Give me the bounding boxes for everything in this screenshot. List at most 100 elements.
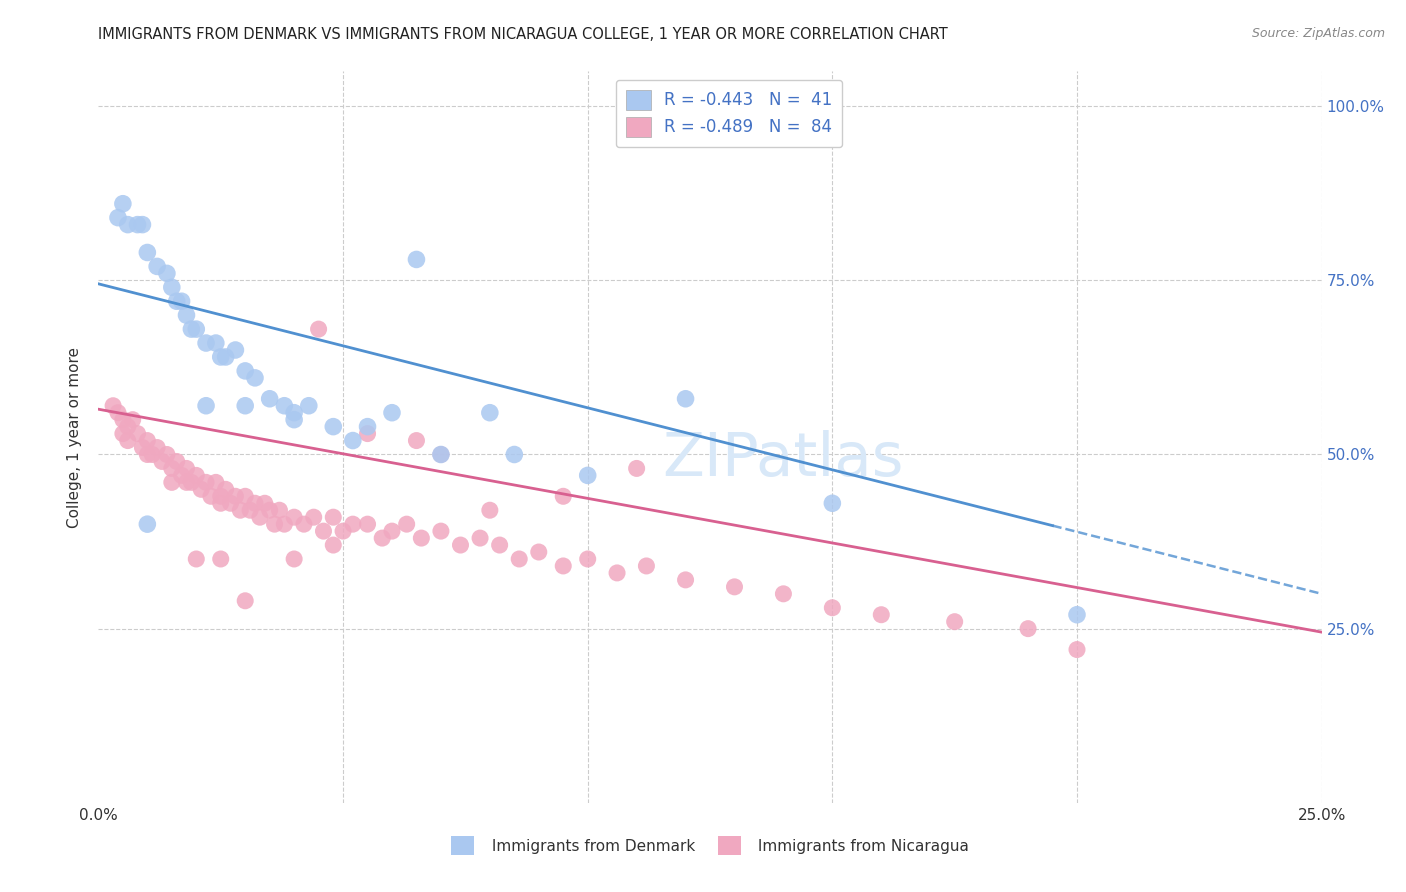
Point: [870, 607, 893, 622]
Point: [292, 517, 315, 532]
Point: [356, 426, 378, 441]
Point: [170, 294, 193, 309]
Point: [943, 615, 966, 629]
Point: [229, 503, 252, 517]
Point: [146, 260, 169, 274]
Point: [186, 468, 208, 483]
Point: [675, 392, 697, 406]
Point: [186, 552, 208, 566]
Point: [195, 475, 218, 490]
Point: [468, 531, 491, 545]
Point: [356, 419, 378, 434]
Point: [259, 503, 281, 517]
Point: [209, 552, 232, 566]
Point: [1017, 622, 1039, 636]
Point: [131, 441, 153, 455]
Point: [166, 454, 188, 468]
Point: [253, 496, 276, 510]
Point: [160, 475, 183, 490]
Point: [141, 448, 163, 462]
Point: [576, 468, 599, 483]
Point: [136, 245, 159, 260]
Text: Source: ZipAtlas.com: Source: ZipAtlas.com: [1251, 27, 1385, 40]
Point: [503, 448, 526, 462]
Point: [224, 489, 246, 503]
Point: [156, 448, 179, 462]
Point: [214, 350, 236, 364]
Point: [371, 531, 394, 545]
Point: [209, 496, 232, 510]
Point: [259, 392, 281, 406]
Point: [273, 399, 295, 413]
Point: [249, 510, 271, 524]
Point: [127, 218, 149, 232]
Point: [283, 510, 305, 524]
Text: ZIPatlas: ZIPatlas: [662, 430, 904, 489]
Point: [224, 343, 246, 357]
Point: [302, 510, 325, 524]
Point: [176, 461, 198, 475]
Point: [606, 566, 628, 580]
Point: [772, 587, 794, 601]
Point: [156, 266, 179, 280]
Point: [243, 496, 266, 510]
Point: [111, 426, 134, 441]
Point: [111, 196, 134, 211]
Point: [381, 406, 404, 420]
Point: [117, 419, 139, 434]
Point: [127, 426, 149, 441]
Point: [195, 336, 218, 351]
Point: [356, 517, 378, 532]
Point: [821, 600, 844, 615]
Point: [205, 475, 228, 490]
Point: [233, 364, 256, 378]
Point: [342, 517, 364, 532]
Point: [478, 503, 501, 517]
Point: [200, 489, 222, 503]
Point: [553, 558, 575, 573]
Legend:  Immigrants from Denmark,  Immigrants from Nicaragua: Immigrants from Denmark, Immigrants from…: [446, 830, 974, 861]
Point: [269, 503, 291, 517]
Point: [478, 406, 501, 420]
Point: [273, 517, 295, 532]
Point: [283, 552, 305, 566]
Point: [553, 489, 575, 503]
Point: [146, 441, 169, 455]
Point: [675, 573, 697, 587]
Point: [322, 419, 344, 434]
Point: [298, 399, 321, 413]
Point: [186, 322, 208, 336]
Point: [150, 454, 173, 468]
Point: [322, 538, 344, 552]
Point: [488, 538, 510, 552]
Point: [101, 399, 124, 413]
Point: [117, 434, 139, 448]
Point: [239, 503, 262, 517]
Point: [576, 552, 599, 566]
Point: [170, 468, 193, 483]
Point: [283, 412, 305, 426]
Point: [405, 252, 427, 267]
Point: [117, 218, 139, 232]
Point: [450, 538, 472, 552]
Point: [322, 510, 344, 524]
Point: [233, 489, 256, 503]
Point: [209, 489, 232, 503]
Point: [136, 517, 159, 532]
Point: [430, 524, 453, 538]
Point: [160, 280, 183, 294]
Point: [430, 448, 453, 462]
Point: [205, 336, 228, 351]
Point: [136, 434, 159, 448]
Point: [1066, 642, 1088, 657]
Point: [131, 218, 153, 232]
Point: [107, 211, 129, 225]
Point: [166, 294, 188, 309]
Point: [527, 545, 550, 559]
Point: [723, 580, 745, 594]
Point: [405, 434, 427, 448]
Point: [107, 406, 129, 420]
Point: [381, 524, 404, 538]
Point: [136, 448, 159, 462]
Point: [176, 308, 198, 322]
